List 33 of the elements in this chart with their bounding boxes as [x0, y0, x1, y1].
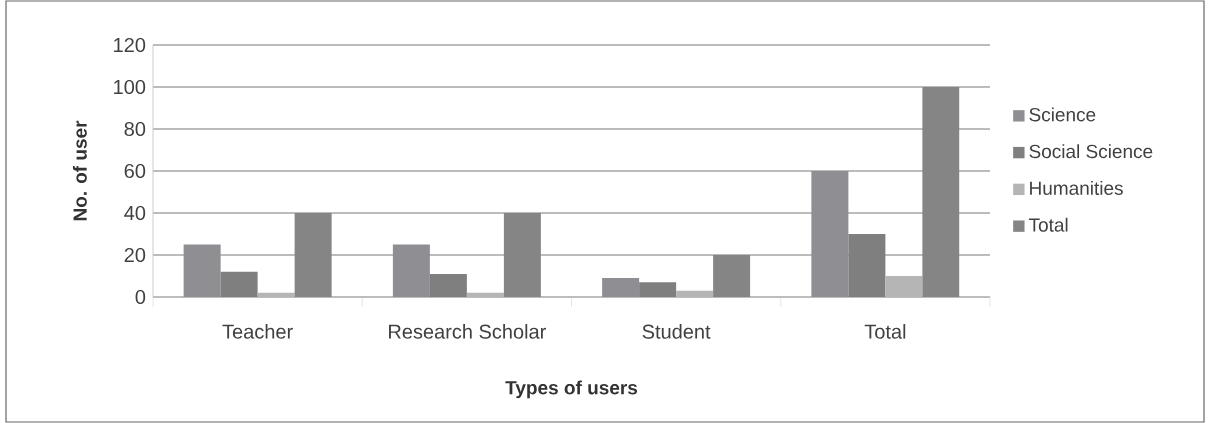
bar [676, 290, 714, 297]
y-tick-label: 120 [114, 37, 146, 53]
x-tick-label: Total [864, 324, 906, 339]
bar [811, 171, 849, 297]
legend-label: Humanities [1030, 181, 1123, 195]
bar [466, 292, 504, 297]
bar [392, 244, 430, 297]
y-tick-label: 100 [114, 79, 146, 95]
y-tick-label: 0 [135, 289, 146, 305]
bar [503, 213, 541, 297]
y-axis-title: No. of user [72, 120, 87, 221]
bar [602, 278, 640, 297]
x-tick-label: Student [642, 324, 711, 339]
x-axis-title: Types of users [505, 380, 638, 399]
legend-label: Total [1028, 217, 1068, 232]
bar [922, 87, 960, 297]
x-tick-label: Research Scholar [389, 324, 546, 339]
bar [220, 271, 258, 297]
y-tick-label: 40 [124, 205, 146, 221]
bar [713, 255, 751, 297]
y-tick-label: 80 [124, 121, 146, 137]
bar [257, 292, 295, 297]
bar [183, 244, 221, 297]
y-tick-label: 20 [124, 247, 146, 263]
bar [294, 213, 332, 297]
bar [848, 234, 886, 297]
x-tick-label: Teacher [222, 324, 293, 339]
bar [429, 273, 467, 297]
bar [639, 282, 677, 297]
legend-label: Social Science [1029, 144, 1153, 159]
y-tick-label: 60 [124, 163, 146, 179]
bar [885, 276, 923, 297]
legend-label: Science [1029, 107, 1096, 122]
